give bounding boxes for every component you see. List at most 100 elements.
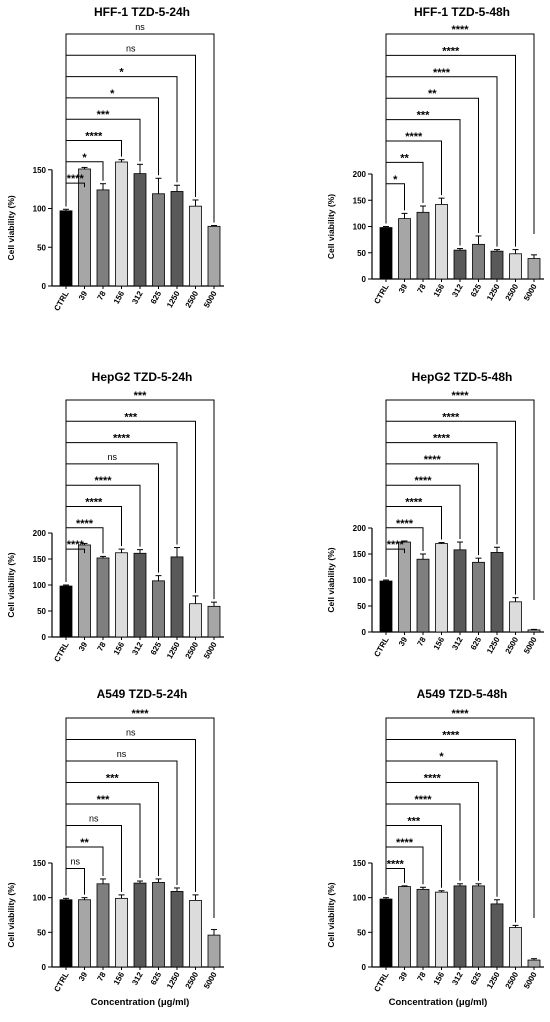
significance-label: **** xyxy=(442,411,460,423)
y-tick-label: 150 xyxy=(353,196,367,205)
chart-svg: HepG2 TZD-5-24h 0 50 100 150 200 Cell viabilit… xyxy=(6,370,224,663)
x-tick-label-2500: 2500 xyxy=(504,282,521,302)
x-tick-label-625: 625 xyxy=(149,970,164,987)
bar-1250 xyxy=(490,552,504,633)
bar-312 xyxy=(453,885,467,968)
bar-78 xyxy=(96,189,110,287)
chart-svg: HFF-1 TZD-5-24h 0 50 100 150 Cell viability (… xyxy=(6,5,224,312)
x-tick-label-1250: 1250 xyxy=(165,970,182,990)
significance-bracket xyxy=(65,399,215,600)
chart-title: HepG2 TZD-5-24h xyxy=(92,370,193,384)
x-axis-label-left: Concentration (μg/ml) xyxy=(90,997,190,1008)
bar-625 xyxy=(152,882,165,968)
x-tick-label-156: 156 xyxy=(432,282,447,299)
significance-label: **** xyxy=(433,433,451,445)
y-tick-label: 100 xyxy=(33,205,47,214)
y-tick-label: 0 xyxy=(362,628,367,637)
bar-156 xyxy=(115,161,128,287)
y-tick-label: 150 xyxy=(33,859,47,868)
bar-2500 xyxy=(189,603,202,638)
bar-1250 xyxy=(490,903,504,968)
x-tick-label-5000: 5000 xyxy=(522,970,539,990)
x-tick-label-5000: 5000 xyxy=(522,282,539,302)
chart-panel-6: A549 TZD-5-48h 0 50 100 150 Cell viability (%… xyxy=(320,682,550,1022)
y-tick-label: 0 xyxy=(42,282,47,291)
y-axis-label: Cell viability (%) xyxy=(326,194,336,259)
significance-label: **** xyxy=(414,475,432,487)
significance-label: *** xyxy=(97,109,111,121)
significance-label: *** xyxy=(97,794,111,806)
x-tick-label-78: 78 xyxy=(415,282,428,295)
significance-label: **** xyxy=(94,475,112,487)
significance-label: ns xyxy=(126,728,136,738)
bar-625 xyxy=(152,193,165,287)
bar-39 xyxy=(398,218,411,280)
y-tick-label: 100 xyxy=(353,576,367,585)
y-tick-label: 100 xyxy=(33,581,47,590)
x-tick-label-39: 39 xyxy=(397,635,410,648)
bar-CTRL xyxy=(59,899,73,968)
x-tick-label-312: 312 xyxy=(130,640,145,657)
bar-39 xyxy=(398,541,411,633)
bar-156 xyxy=(115,897,128,968)
x-tick-label-78: 78 xyxy=(95,970,108,983)
chart-svg: A549 TZD-5-24h 0 50 100 150 Cell viability (%… xyxy=(6,687,224,993)
x-tick-label-CTRL: CTRL xyxy=(52,970,71,993)
x-tick-label-625: 625 xyxy=(469,970,484,987)
bar-5000 xyxy=(527,258,541,280)
significance-label: **** xyxy=(442,45,460,57)
x-tick-label-625: 625 xyxy=(149,289,164,306)
x-tick-label-156: 156 xyxy=(112,289,127,306)
bar-CTRL xyxy=(379,227,393,280)
x-tick-label-CTRL: CTRL xyxy=(372,970,391,993)
x-tick-label-625: 625 xyxy=(149,640,164,657)
x-tick-label-1250: 1250 xyxy=(485,282,502,302)
significance-label: **** xyxy=(396,837,414,849)
chart-panel-1: HFF-1 TZD-5-24h 0 50 100 150 Cell viability (… xyxy=(0,0,230,340)
x-tick-label-1250: 1250 xyxy=(165,640,182,660)
x-tick-label-78: 78 xyxy=(95,640,108,653)
bar-1250 xyxy=(490,250,504,280)
chart-svg: HepG2 TZD-5-48h 0 50 100 150 200 Cell viabilit… xyxy=(326,370,544,658)
x-tick-label-CTRL: CTRL xyxy=(52,289,71,312)
x-tick-label-312: 312 xyxy=(130,289,145,306)
chart-title: HFF-1 TZD-5-48h xyxy=(414,5,510,19)
y-tick-label: 50 xyxy=(37,928,46,937)
bar-78 xyxy=(416,211,430,280)
significance-bracket xyxy=(385,97,479,233)
chart-svg: A549 TZD-5-48h 0 50 100 150 Cell viability (%… xyxy=(326,687,544,993)
significance-label: **** xyxy=(405,497,423,509)
y-axis-label: Cell viability (%) xyxy=(6,552,16,617)
x-tick-label-625: 625 xyxy=(469,635,484,652)
significance-label: **** xyxy=(424,773,442,785)
x-tick-label-1250: 1250 xyxy=(165,289,182,309)
bar-1250 xyxy=(170,891,184,968)
y-tick-label: 50 xyxy=(357,602,366,611)
significance-label: ns xyxy=(135,22,145,32)
bar-2500 xyxy=(509,253,522,280)
bar-78 xyxy=(416,888,430,968)
bar-5000 xyxy=(527,629,541,633)
y-axis-label: Cell viability (%) xyxy=(326,547,336,612)
significance-bracket xyxy=(385,183,405,224)
significance-label: **** xyxy=(113,433,131,445)
bar-312 xyxy=(133,173,147,287)
x-tick-label-2500: 2500 xyxy=(504,970,521,990)
significance-label: **** xyxy=(85,497,103,509)
x-tick-label-39: 39 xyxy=(77,640,90,653)
significance-label: * xyxy=(119,67,124,79)
significance-label: **** xyxy=(451,24,469,36)
bar-1250 xyxy=(170,556,184,638)
significance-label: ** xyxy=(80,837,89,849)
significance-label: **** xyxy=(442,730,460,742)
x-tick-label-5000: 5000 xyxy=(202,640,219,660)
significance-label: **** xyxy=(67,173,85,185)
chart-panel-3: HepG2 TZD-5-24h 0 50 100 150 200 Cell viabilit… xyxy=(0,365,230,705)
significance-label: ns xyxy=(89,814,99,824)
bar-CTRL xyxy=(59,210,73,287)
significance-label: **** xyxy=(405,131,423,143)
y-tick-label: 100 xyxy=(353,894,367,903)
x-tick-label-78: 78 xyxy=(95,289,108,302)
bar-5000 xyxy=(527,959,541,968)
